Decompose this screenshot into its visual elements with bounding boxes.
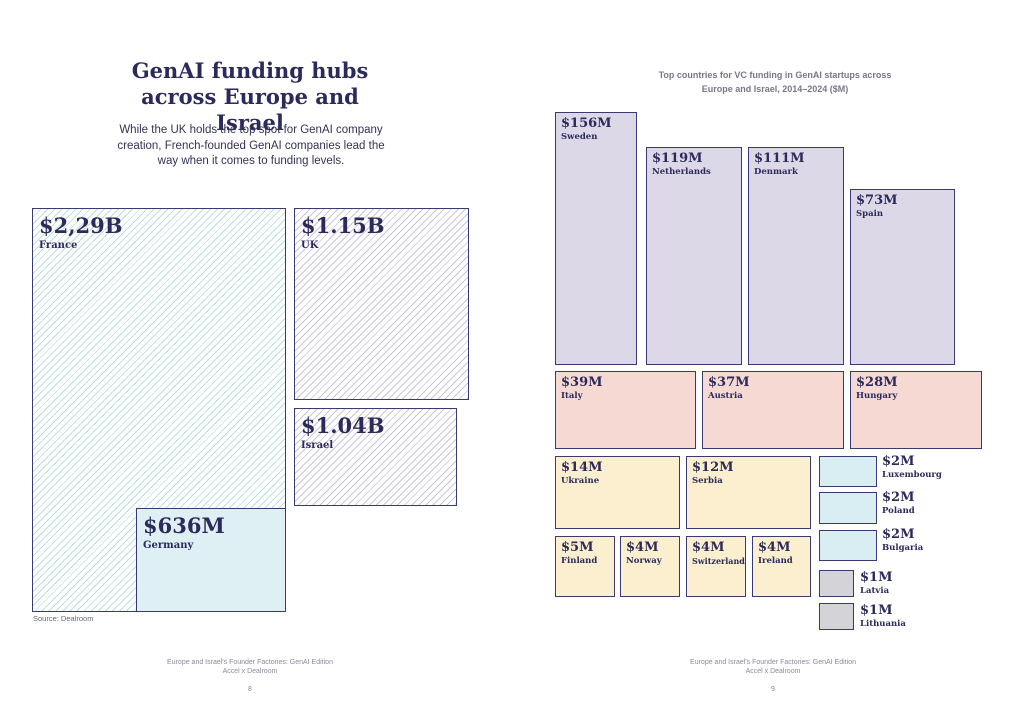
treemap-tile-italy: $39M Italy [555,371,696,449]
treemap-tile-hungary: $28M Hungary [850,371,982,449]
treemap-tile-austria: $37M Austria [702,371,844,449]
tile-label: Switzerland [692,556,745,566]
tile-value-luxembourg: $2M [882,454,915,469]
page-number-right: 9 [771,686,775,693]
treemap-tile-denmark: $111M Denmark [748,147,844,365]
tile-value: $119M [652,151,703,166]
source-note: Source: Dealroom [33,614,94,623]
tile-label: Norway [626,556,662,566]
tile-value: $73M [856,193,898,208]
footer-left: Europe and Israel's Founder Factories: G… [120,658,380,676]
footer-right: Europe and Israel's Founder Factories: G… [643,658,903,676]
chart-title: Top countries for VC funding in GenAI st… [620,68,930,96]
tile-label: Denmark [754,167,798,177]
tile-label: Israel [301,440,334,451]
page-title: GenAI funding hubs across Europe and Isr… [120,58,380,136]
treemap-tile-ukraine: $14M Ukraine [555,456,680,529]
tile-label-poland: Poland [882,506,915,516]
tile-label: Sweden [561,132,598,142]
treemap-tile-uk: $1.15B UK [294,208,469,400]
tile-value: $4M [758,540,791,555]
treemap-tile-switzerland: $4M Switzerland [686,536,746,597]
tile-label: Ireland [758,556,793,566]
tile-value-bulgaria: $2M [882,527,915,542]
tile-label: Serbia [692,476,723,486]
tile-label-latvia: Latvia [860,586,890,596]
tile-label: Netherlands [652,167,711,177]
tile-label: Spain [856,209,883,219]
footer-line2: Accel x Dealroom [222,668,278,675]
tile-value: $12M [692,460,734,475]
tile-value: $156M [561,116,612,131]
footer-line1: Europe and Israel's Founder Factories: G… [167,659,333,666]
tile-value-poland: $2M [882,490,915,505]
tile-label-lithuania: Lithuania [860,619,906,629]
treemap-tile-norway: $4M Norway [620,536,680,597]
tile-label: Germany [143,540,194,551]
tile-value: $37M [708,375,750,390]
tile-label: Austria [708,391,743,401]
tile-value: $39M [561,375,603,390]
tile-value: $1.04B [301,413,385,438]
tile-label: France [39,240,78,251]
page-title-line1: GenAI funding hubs [131,58,369,83]
tile-label: Finland [561,556,598,566]
chart-title-line1: Top countries for VC funding in GenAI st… [658,70,892,80]
tile-value: $2,29B [39,213,123,238]
treemap-tile-germany: $636M Germany [136,508,286,612]
treemap-tile-poland [819,492,877,524]
treemap-tile-ireland: $4M Ireland [752,536,811,597]
treemap-tile-serbia: $12M Serbia [686,456,811,529]
tile-value: $111M [754,151,805,166]
tile-label: Hungary [856,391,898,401]
tile-value: $5M [561,540,594,555]
page-subtitle: While the UK holds the top spot for GenA… [117,124,385,167]
tile-value: $1.15B [301,213,385,238]
chart-title-line2: Europe and Israel, 2014–2024 ($M) [701,84,849,94]
tile-label: Italy [561,391,583,401]
tile-value: $4M [626,540,659,555]
page-number-left: 8 [248,686,252,693]
footer-line2: Accel x Dealroom [745,668,801,675]
footer-line1: Europe and Israel's Founder Factories: G… [690,659,856,666]
treemap-tile-netherlands: $119M Netherlands [646,147,742,365]
tile-value: $14M [561,460,603,475]
page-title-line2: across Europe and Israel [141,84,359,135]
tile-label-luxembourg: Luxembourg [882,470,942,480]
tile-value-lithuania: $1M [860,603,893,618]
treemap-tile-finland: $5M Finland [555,536,615,597]
tile-value: $636M [143,513,225,538]
tile-label-bulgaria: Bulgaria [882,543,924,553]
treemap-tile-israel: $1.04B Israel [294,408,457,506]
treemap-tile-lithuania [819,603,854,630]
tile-value: $4M [692,540,725,555]
treemap-tile-sweden: $156M Sweden [555,112,637,365]
treemap-tile-luxembourg [819,456,877,487]
treemap-tile-latvia [819,570,854,597]
tile-value: $28M [856,375,898,390]
treemap-tile-spain: $73M Spain [850,189,955,365]
treemap-tile-bulgaria [819,530,877,561]
tile-label: UK [301,240,319,251]
tile-value-latvia: $1M [860,570,893,585]
tile-label: Ukraine [561,476,600,486]
